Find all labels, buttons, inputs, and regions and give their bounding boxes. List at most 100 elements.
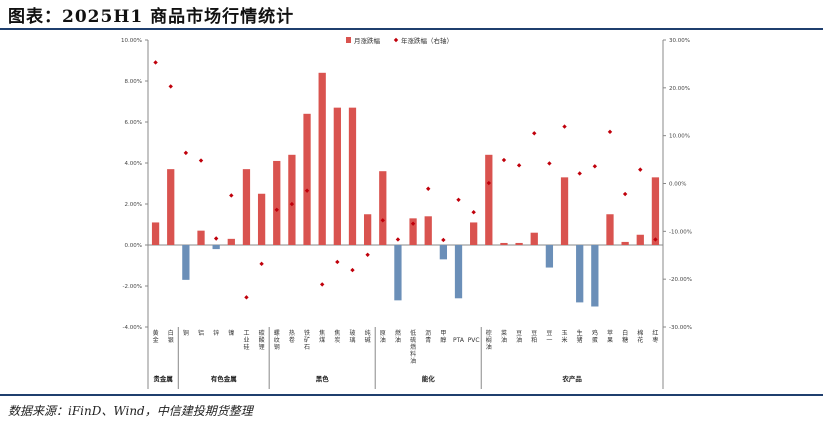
right-tick-label: -30.00%: [669, 325, 692, 331]
bar-monthly: [151, 222, 160, 245]
bar-monthly: [424, 216, 432, 245]
dot-yearly: [183, 150, 189, 156]
dot-yearly: [622, 191, 628, 197]
category-label: 白银: [168, 329, 174, 344]
bottom-divider: [0, 394, 823, 396]
group-label: 农产品: [561, 374, 582, 383]
category-label: 焦炭: [334, 329, 340, 344]
bar-monthly: [242, 169, 251, 245]
legend-marker-yearly: [393, 37, 399, 43]
bar-monthly: [621, 241, 629, 245]
commodity-chart: -4.00% -2.00% 0.00% 2.00% 4.00% 6.00% 8.00% 10.…: [121, 36, 692, 389]
legend-swatch-monthly: [346, 37, 351, 43]
dot-yearly: [471, 210, 476, 215]
left-tick-label: 8.00%: [125, 79, 142, 85]
category-label: 工业硅: [243, 330, 249, 351]
bar-monthly: [318, 72, 326, 245]
bar-monthly: [409, 218, 417, 245]
category-label: 甲醇: [440, 330, 446, 344]
legend-label-yearly: 年涨跌幅（右轴）: [401, 36, 453, 45]
dot-yearly: [532, 131, 537, 136]
left-tick-label: 6.00%: [125, 120, 142, 126]
category-label: PVC: [468, 337, 480, 344]
bar-monthly: [273, 160, 281, 245]
right-tick-label: -10.00%: [669, 229, 692, 235]
category-label: 焦煤: [319, 329, 325, 344]
left-tick-label: 4.00%: [125, 161, 142, 167]
bar-monthly: [651, 177, 660, 245]
dot-yearly: [350, 267, 355, 273]
dot-yearly: [395, 237, 401, 242]
dot-yearly: [653, 237, 658, 242]
header: 图表：2025H1 商品市场行情统计: [0, 0, 823, 30]
category-label: 铁矿石: [304, 329, 310, 351]
dot-yearly: [607, 129, 613, 135]
dot-yearly: [456, 197, 461, 202]
category-label: 生猪: [577, 329, 583, 344]
left-tick-label: -4.00%: [123, 325, 142, 331]
category-label: 铝: [198, 329, 204, 337]
dot-yearly: [410, 221, 416, 226]
dot-yearly: [486, 180, 492, 186]
bar-monthly: [348, 107, 357, 246]
dot-yearly: [335, 259, 340, 265]
bar-monthly: [606, 214, 614, 245]
bar-monthly: [182, 245, 190, 280]
bar-monthly: [303, 113, 311, 245]
category-label: 豆油: [516, 330, 522, 344]
category-label: 热卷: [289, 329, 295, 344]
category-label: 低硫燃料油: [410, 329, 416, 365]
page-title: 图表：2025H1 商品市场行情统计: [8, 7, 295, 27]
category-label: 锌: [213, 329, 219, 337]
dot-yearly: [501, 157, 507, 163]
dot-yearly: [259, 261, 264, 267]
category-label: 苹果: [607, 329, 613, 344]
dot-yearly: [229, 193, 234, 198]
category-label: 纯碱: [365, 329, 371, 344]
category-label: 螺纹钢: [274, 329, 280, 351]
category-label: PTA: [453, 337, 465, 344]
category-label: 鸡蛋: [592, 329, 598, 344]
dot-yearly: [547, 161, 552, 166]
right-tick-label: 20.00%: [669, 86, 690, 92]
dot-yearly: [304, 188, 310, 193]
bar-monthly: [257, 193, 266, 245]
dot-yearly: [198, 158, 204, 163]
category-label: 豆粕: [531, 330, 537, 344]
category-label: 原油: [380, 330, 386, 344]
bar-monthly: [288, 154, 296, 245]
bar-monthly: [545, 245, 554, 268]
right-tick-label: -20.00%: [669, 277, 692, 283]
source-note: 数据来源：iFinD、Wind，中信建投期货整理: [8, 404, 253, 418]
category-label: 燃油: [395, 329, 401, 344]
bar-monthly: [636, 234, 644, 245]
category-label: 菜油: [501, 329, 507, 344]
top-divider: [0, 28, 823, 30]
category-label: 棕榈油: [486, 329, 492, 351]
bar-monthly: [591, 245, 599, 307]
bar-monthly: [500, 242, 508, 245]
group-label: 黑色: [316, 374, 330, 383]
group-label: 能化: [422, 374, 436, 383]
dot-yearly: [365, 252, 370, 257]
bar-monthly: [530, 232, 538, 245]
bar-monthly: [379, 171, 387, 245]
bar-monthly: [167, 169, 175, 245]
category-label: 棉花: [637, 329, 643, 344]
dot-yearly: [319, 282, 325, 287]
dot-yearly: [426, 186, 431, 191]
bar-monthly: [394, 245, 402, 301]
category-label: 豆一: [546, 330, 552, 344]
legend-label-monthly: 月涨跌幅: [354, 36, 381, 45]
dot-yearly: [168, 84, 173, 89]
bar-monthly: [363, 214, 372, 245]
dot-yearly: [380, 218, 385, 223]
dot-yearly: [274, 207, 279, 213]
left-tick-label: 10.00%: [121, 38, 142, 44]
bar-monthly: [212, 245, 220, 250]
bar-monthly: [576, 245, 584, 303]
dot-yearly: [213, 236, 219, 241]
left-tick-label: 2.00%: [125, 202, 142, 208]
left-tick-label: -2.00%: [123, 284, 142, 290]
category-label: 白糖: [622, 329, 628, 344]
